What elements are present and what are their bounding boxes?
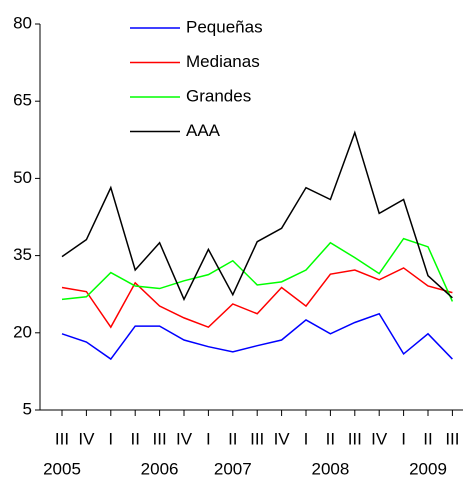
x-tick-label: III	[250, 429, 264, 448]
x-tick-label: III	[445, 429, 459, 448]
x-tick-label: IV	[176, 429, 193, 448]
x-tick-label: I	[304, 429, 309, 448]
x-tick-label: II	[423, 429, 432, 448]
series-line	[61, 130, 453, 302]
legend-label: Grandes	[186, 86, 251, 105]
x-tick-label: III	[153, 429, 167, 448]
x-tick-label: II	[326, 429, 335, 448]
y-tick-label: 65	[13, 91, 32, 110]
year-label: 2006	[141, 459, 179, 478]
x-tick-label: IV	[78, 429, 95, 448]
x-tick-label: III	[55, 429, 69, 448]
legend-label: Pequeñas	[186, 17, 263, 36]
series-line	[61, 237, 454, 302]
x-tick-label: IV	[274, 429, 291, 448]
year-label: 2005	[43, 459, 81, 478]
y-tick-label: 20	[13, 322, 32, 341]
legend-label: AAA	[186, 121, 221, 140]
series-line	[61, 267, 453, 329]
y-tick-label: 80	[13, 13, 32, 32]
x-tick-label: I	[206, 429, 211, 448]
y-tick-label: 35	[13, 245, 32, 264]
legend-label: Medianas	[186, 52, 260, 71]
x-tick-label: I	[108, 429, 113, 448]
x-tick-label: III	[348, 429, 362, 448]
y-tick-label: 50	[13, 168, 32, 187]
year-label: 2007	[214, 459, 252, 478]
year-label: 2008	[311, 459, 349, 478]
x-tick-label: I	[401, 429, 406, 448]
x-tick-label: II	[130, 429, 139, 448]
series-line	[61, 312, 453, 361]
year-label: 2009	[409, 459, 447, 478]
x-tick-label: II	[228, 429, 237, 448]
x-tick-label: IV	[371, 429, 388, 448]
y-tick-label: 5	[23, 399, 32, 418]
